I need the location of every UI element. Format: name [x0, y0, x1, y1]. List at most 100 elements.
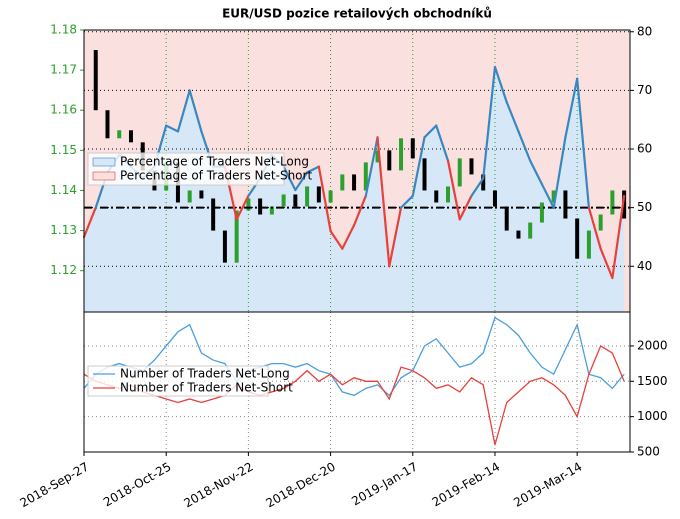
- candle: [504, 206, 509, 231]
- candle: [539, 202, 544, 223]
- y-tick-label: 1000: [637, 409, 668, 423]
- candle: [281, 194, 286, 207]
- long-line-segment: [282, 165, 297, 192]
- candle: [598, 214, 603, 231]
- candle: [340, 174, 345, 191]
- candle: [199, 190, 204, 199]
- candle: [258, 198, 263, 215]
- candle: [363, 162, 368, 191]
- long-line-segment: [352, 194, 367, 227]
- legend-box: [87, 365, 269, 397]
- legend-label: Percentage of Traders Net-Long: [120, 155, 309, 169]
- y-tick-label: 1.17: [50, 63, 77, 77]
- candle: [234, 210, 239, 263]
- long-line-segment: [305, 165, 320, 174]
- candle: [387, 150, 392, 171]
- x-tick-label: 2019-Mar-14: [511, 460, 584, 510]
- long-line-segment: [505, 101, 520, 133]
- candle: [316, 186, 321, 203]
- candle: [117, 130, 122, 139]
- candle: [375, 150, 380, 163]
- candle: [446, 186, 450, 203]
- long-line-segment: [470, 177, 485, 198]
- long-line-segment: [188, 89, 203, 133]
- y2-tick-label: 60: [637, 142, 652, 156]
- legend-box: [87, 152, 285, 186]
- long-line-segment: [411, 136, 426, 198]
- candle: [352, 174, 357, 191]
- long-line-segment: [294, 171, 309, 192]
- candle: [481, 174, 486, 191]
- y2-tick-label: 80: [637, 24, 652, 38]
- x-tick-label: 2018-Dec-20: [264, 460, 338, 511]
- legend-label: Percentage of Traders Net-Short: [120, 169, 312, 183]
- legend-label: Number of Traders Net-Short: [120, 381, 293, 395]
- long-line-segment: [564, 77, 579, 139]
- long-line-segment: [576, 77, 591, 209]
- candle: [246, 198, 251, 211]
- candle: [610, 190, 615, 215]
- y-tick-label: 500: [637, 445, 660, 459]
- long-line-segment: [317, 165, 332, 233]
- candle: [492, 190, 497, 207]
- candle: [622, 190, 627, 219]
- x-tick-label: 2018-Nov-22: [181, 460, 255, 511]
- x-tick-label: 2018-Sep-27: [17, 460, 91, 511]
- candle: [222, 230, 227, 263]
- y-tick-label: 1.13: [50, 223, 77, 237]
- candle: [305, 186, 310, 207]
- candle: [93, 50, 98, 111]
- candle: [516, 230, 521, 239]
- y-tick-label: 1.16: [50, 103, 77, 117]
- legend-swatch: [92, 157, 116, 167]
- long-line-segment: [329, 229, 344, 250]
- long-line-segment: [517, 130, 532, 162]
- long-line-segment: [435, 124, 450, 162]
- chart-title: EUR/USD pozice retailových obchodníků: [222, 7, 492, 21]
- candle: [128, 130, 133, 143]
- candle: [105, 110, 110, 139]
- long-line-segment: [165, 124, 180, 133]
- long-line-segment: [529, 159, 544, 186]
- candle: [187, 190, 192, 203]
- candle: [269, 206, 274, 215]
- long-line-segment: [82, 206, 97, 239]
- y2-tick-label: 50: [637, 200, 652, 214]
- y-tick-label: 1500: [637, 374, 668, 388]
- candle: [399, 138, 404, 171]
- series-line: [83, 316, 625, 397]
- long-line-segment: [482, 65, 497, 180]
- long-line-segment: [176, 89, 191, 133]
- y-tick-label: 1.15: [50, 143, 77, 157]
- y-tick-label: 1.14: [50, 183, 77, 197]
- candle: [434, 190, 439, 203]
- long-line-segment: [341, 224, 356, 250]
- y-tick-label: 1.12: [50, 263, 77, 277]
- legend: Percentage of Traders Net-LongPercentage…: [87, 152, 312, 186]
- candle: [410, 138, 415, 159]
- long-line-segment: [364, 136, 379, 198]
- y-tick-label: 2000: [637, 338, 668, 352]
- legend-label: Number of Traders Net-Long: [120, 367, 290, 381]
- candle: [575, 218, 580, 259]
- x-tick-label: 2018-Oct-25: [101, 460, 173, 510]
- y2-tick-label: 70: [637, 83, 652, 97]
- long-line-segment: [493, 65, 508, 104]
- long-line-segment: [388, 206, 403, 268]
- long-line-segment: [376, 136, 391, 268]
- x-tick-label: 2019-Jan-17: [349, 460, 420, 509]
- long-line-segment: [611, 194, 626, 280]
- legend-swatch: [92, 171, 116, 181]
- plot-frame: [83, 311, 631, 453]
- candle: [586, 230, 591, 259]
- candle: [469, 158, 474, 175]
- candle: [328, 190, 333, 203]
- long-line-segment: [399, 194, 414, 209]
- y-tick-label: 1.18: [50, 23, 77, 37]
- series-line: [83, 344, 625, 446]
- long-line-segment: [599, 247, 614, 280]
- long-line-segment: [423, 124, 438, 139]
- long-line-segment: [235, 194, 250, 221]
